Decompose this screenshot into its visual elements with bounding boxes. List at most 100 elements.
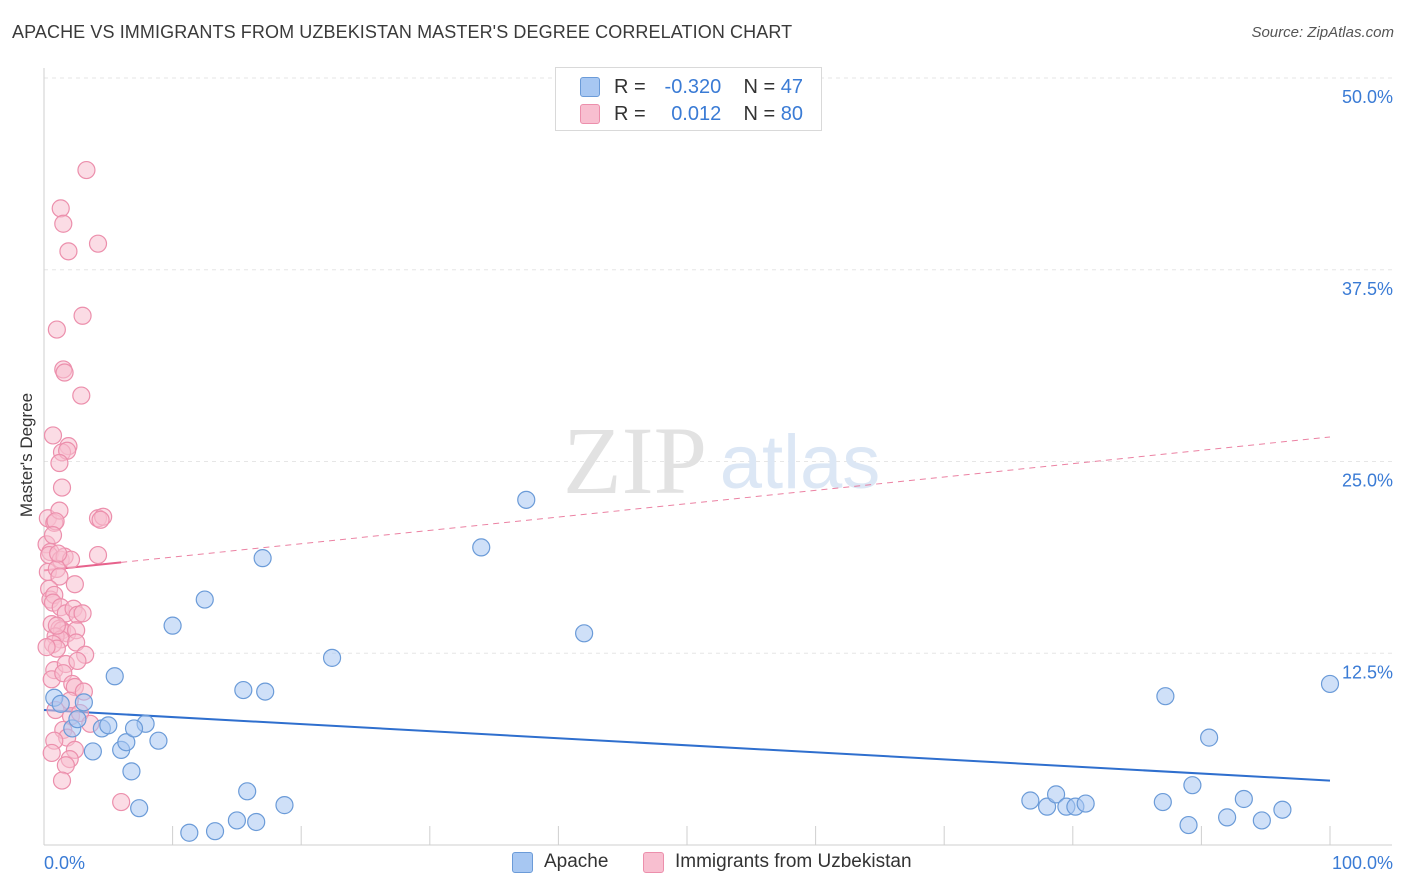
y-tick-label: 37.5%	[1342, 279, 1393, 299]
point-apache	[1153, 792, 1172, 812]
legend-r-value-apache: -0.320	[664, 75, 722, 98]
point-uzbekistan	[52, 771, 72, 790]
point-apache	[117, 733, 136, 752]
point-apache	[238, 782, 257, 801]
y-axis-label: Master's Degree	[17, 392, 36, 518]
point-uzbekistan	[112, 792, 131, 812]
legend-n-label: N =	[743, 102, 776, 125]
point-uzbekistan	[73, 604, 92, 623]
point-apache	[1183, 776, 1202, 795]
trend-line-0	[43, 709, 1331, 782]
legend-r-label: R =	[614, 102, 646, 125]
data-points	[37, 160, 1340, 842]
point-apache	[130, 799, 149, 818]
series-legend: Apache Immigrants from Uzbekistan	[0, 851, 1406, 879]
point-apache	[1021, 791, 1040, 810]
point-apache	[575, 624, 594, 643]
legend-row-apache: R = -0.320 N = 47	[580, 74, 803, 100]
legend-r-label: R =	[614, 75, 646, 98]
chart-title: APACHE VS IMMIGRANTS FROM UZBEKISTAN MAS…	[12, 22, 793, 42]
point-apache	[1200, 728, 1219, 747]
point-apache	[253, 549, 272, 568]
point-apache	[1218, 808, 1237, 827]
point-apache	[227, 811, 246, 830]
point-apache	[105, 667, 124, 686]
point-uzbekistan	[49, 544, 68, 563]
point-apache	[1234, 789, 1253, 809]
point-uzbekistan	[47, 616, 66, 635]
y-tick-label: 50.0%	[1342, 87, 1393, 107]
watermark-atlas: atlas	[720, 420, 881, 505]
legend-n-value-uzbekistan: 80	[780, 102, 803, 125]
point-apache	[247, 812, 266, 832]
point-apache	[1273, 800, 1292, 819]
watermark: ZIP atlas	[563, 407, 880, 514]
point-uzbekistan	[68, 651, 87, 671]
point-apache	[1320, 674, 1340, 694]
point-uzbekistan	[91, 510, 110, 529]
source-label: Source: ZipAtlas.com	[1251, 24, 1394, 41]
axes	[43, 68, 1392, 846]
point-apache	[195, 590, 214, 609]
legend-r-value-uzbekistan: 0.012	[671, 102, 722, 125]
legend-row-uzbekistan: R = 0.012 N = 80	[580, 101, 803, 127]
stats-legend: R = -0.320 N = 47 R = 0.012 N = 80	[555, 67, 822, 131]
point-uzbekistan	[54, 214, 73, 233]
x-tick-label-min: 0.0%	[44, 853, 85, 873]
point-apache	[517, 490, 536, 509]
point-uzbekistan	[88, 234, 108, 253]
series-legend-label-apache: Apache	[544, 851, 609, 872]
series-legend-apache[interactable]: Apache	[512, 851, 608, 873]
point-apache	[149, 731, 168, 750]
point-apache	[472, 538, 491, 557]
legend-n-value-apache: 47	[780, 75, 803, 98]
point-uzbekistan	[51, 199, 70, 218]
series-legend-uzbekistan[interactable]: Immigrants from Uzbekistan	[643, 851, 912, 873]
point-apache	[1156, 687, 1175, 706]
trend-line-dashed-1	[121, 436, 1331, 563]
point-apache	[1046, 785, 1066, 804]
y-tick-label: 12.5%	[1342, 662, 1393, 682]
point-apache	[234, 680, 253, 700]
point-uzbekistan	[50, 567, 69, 586]
point-apache	[1179, 815, 1198, 835]
series-swatch-uzbekistan	[643, 851, 664, 873]
point-uzbekistan	[59, 242, 78, 261]
point-uzbekistan	[77, 160, 96, 180]
point-uzbekistan	[37, 638, 56, 657]
point-uzbekistan	[88, 545, 108, 565]
legend-n-label: N =	[743, 75, 776, 98]
point-apache	[83, 742, 102, 761]
point-apache	[275, 796, 294, 815]
point-apache	[122, 762, 141, 781]
tick-labels: 12.5% 25.0% 37.5% 50.0% 0.0% 100.0%	[44, 87, 1393, 873]
point-apache	[322, 648, 342, 667]
point-uzbekistan	[52, 478, 72, 497]
point-uzbekistan	[50, 453, 69, 473]
point-uzbekistan	[47, 320, 66, 339]
point-uzbekistan	[43, 526, 63, 545]
point-uzbekistan	[67, 633, 86, 652]
point-uzbekistan	[72, 386, 91, 405]
legend-swatch-apache	[580, 77, 600, 97]
point-apache	[1076, 794, 1095, 813]
point-apache	[180, 823, 199, 842]
point-apache	[205, 822, 225, 841]
point-apache	[124, 719, 144, 738]
point-apache	[74, 693, 93, 712]
point-uzbekistan	[42, 743, 61, 763]
watermark-zip: ZIP	[563, 407, 707, 514]
grid-lines	[44, 77, 1392, 654]
series-swatch-apache	[512, 851, 533, 873]
x-tick-label-max: 100.0%	[1332, 853, 1393, 873]
point-apache	[1037, 797, 1057, 816]
point-apache	[99, 716, 118, 735]
point-uzbekistan	[73, 306, 92, 325]
point-apache	[68, 710, 87, 729]
point-uzbekistan	[65, 575, 84, 594]
point-uzbekistan	[55, 363, 74, 382]
legend-swatch-uzbekistan	[580, 104, 600, 124]
point-uzbekistan	[43, 426, 63, 445]
point-apache	[1252, 811, 1271, 830]
